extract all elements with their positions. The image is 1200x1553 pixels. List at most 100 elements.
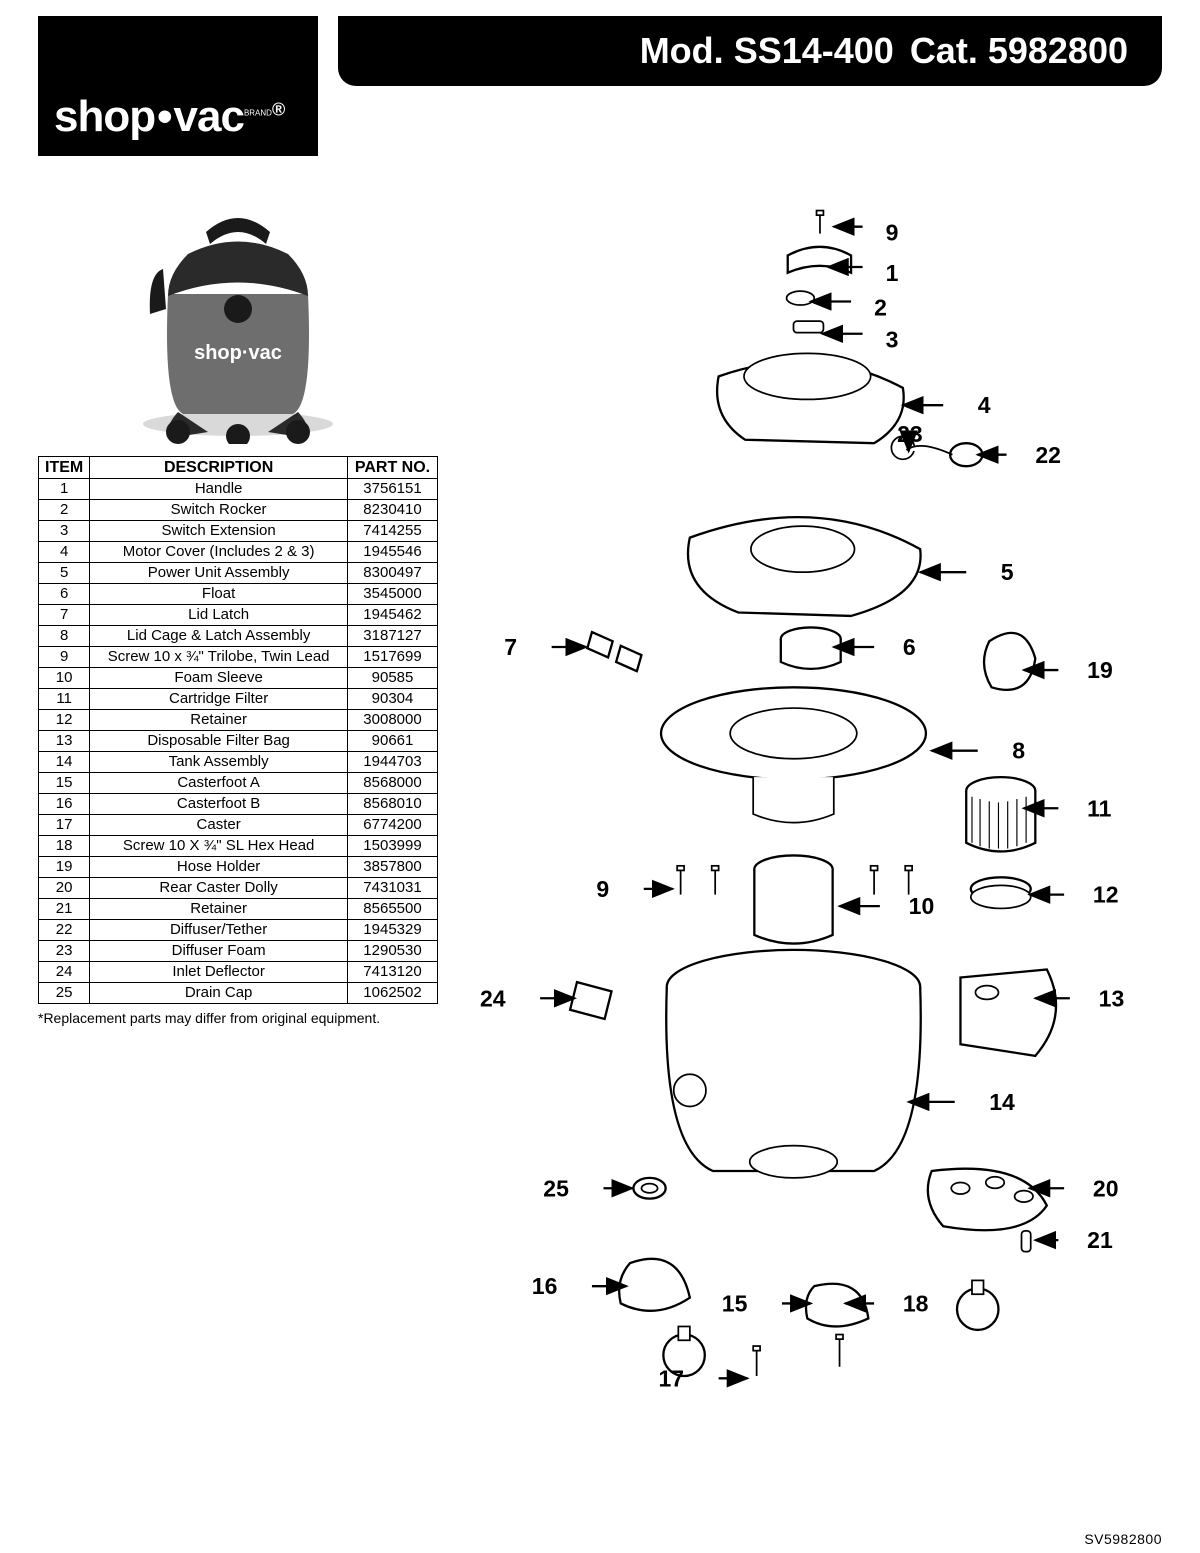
callout-22: 22 bbox=[1035, 442, 1061, 468]
table-row: 19Hose Holder3857800 bbox=[39, 857, 438, 878]
callout-19: 19 bbox=[1087, 657, 1113, 683]
cell-pn: 1945329 bbox=[348, 920, 438, 941]
table-row: 16Casterfoot B8568010 bbox=[39, 794, 438, 815]
cell-item: 22 bbox=[39, 920, 90, 941]
cell-item: 5 bbox=[39, 563, 90, 584]
table-row: 25Drain Cap1062502 bbox=[39, 983, 438, 1004]
brand-logo: shop•vacBRAND® bbox=[38, 16, 318, 156]
table-row: 10Foam Sleeve90585 bbox=[39, 668, 438, 689]
document-code: SV5982800 bbox=[1084, 1531, 1162, 1547]
cell-desc: Hose Holder bbox=[90, 857, 348, 878]
table-row: 4Motor Cover (Includes 2 & 3)1945546 bbox=[39, 542, 438, 563]
cell-desc: Rear Caster Dolly bbox=[90, 878, 348, 899]
cell-item: 20 bbox=[39, 878, 90, 899]
callout-16: 16 bbox=[532, 1273, 558, 1299]
replacement-footnote: *Replacement parts may differ from origi… bbox=[38, 1010, 438, 1026]
cell-pn: 8565500 bbox=[348, 899, 438, 920]
logo-dot: • bbox=[155, 92, 173, 141]
table-row: 2Switch Rocker8230410 bbox=[39, 500, 438, 521]
callout-23: 23 bbox=[897, 421, 923, 447]
exploded-diagram: 9123423225761981191012241314252021161518… bbox=[448, 174, 1162, 1454]
table-row: 6Float3545000 bbox=[39, 584, 438, 605]
cell-pn: 3545000 bbox=[348, 584, 438, 605]
callout-1: 1 bbox=[886, 260, 899, 286]
logo-text-1: shop bbox=[54, 92, 155, 141]
cell-pn: 1503999 bbox=[348, 836, 438, 857]
callout-14: 14 bbox=[989, 1089, 1015, 1115]
cell-item: 8 bbox=[39, 626, 90, 647]
logo-reg: ® bbox=[272, 99, 284, 119]
cell-pn: 6774200 bbox=[348, 815, 438, 836]
callout-13: 13 bbox=[1099, 985, 1125, 1011]
cell-pn: 1944703 bbox=[348, 752, 438, 773]
cell-item: 18 bbox=[39, 836, 90, 857]
table-row: 18Screw 10 X ¾" SL Hex Head1503999 bbox=[39, 836, 438, 857]
table-row: 5Power Unit Assembly8300497 bbox=[39, 563, 438, 584]
cell-item: 3 bbox=[39, 521, 90, 542]
callout-9: 9 bbox=[596, 876, 609, 902]
cell-desc: Inlet Deflector bbox=[90, 962, 348, 983]
cell-desc: Screw 10 x ¾" Trilobe, Twin Lead bbox=[90, 647, 348, 668]
col-pn: PART NO. bbox=[348, 457, 438, 479]
cell-desc: Retainer bbox=[90, 899, 348, 920]
callout-15: 15 bbox=[722, 1290, 748, 1316]
cell-pn: 8568010 bbox=[348, 794, 438, 815]
cell-pn: 8568000 bbox=[348, 773, 438, 794]
table-row: 9Screw 10 x ¾" Trilobe, Twin Lead1517699 bbox=[39, 647, 438, 668]
parts-table: ITEM DESCRIPTION PART NO. 1Handle3756151… bbox=[38, 456, 438, 1004]
table-row: 17Caster6774200 bbox=[39, 815, 438, 836]
table-row: 12Retainer3008000 bbox=[39, 710, 438, 731]
cell-desc: Cartridge Filter bbox=[90, 689, 348, 710]
table-row: 13Disposable Filter Bag90661 bbox=[39, 731, 438, 752]
cell-pn: 1945462 bbox=[348, 605, 438, 626]
cell-desc: Power Unit Assembly bbox=[90, 563, 348, 584]
cell-pn: 1290530 bbox=[348, 941, 438, 962]
cell-item: 24 bbox=[39, 962, 90, 983]
callout-3: 3 bbox=[886, 327, 899, 353]
callout-5: 5 bbox=[1001, 559, 1014, 585]
cell-item: 13 bbox=[39, 731, 90, 752]
table-row: 23Diffuser Foam1290530 bbox=[39, 941, 438, 962]
title-bar: Mod. SS14-400 Cat. 5982800 bbox=[338, 16, 1162, 86]
logo-text-2: vac bbox=[174, 92, 244, 141]
cell-desc: Float bbox=[90, 584, 348, 605]
callout-2: 2 bbox=[874, 294, 887, 320]
photo-logo-text: shop·vac bbox=[194, 342, 282, 364]
cell-desc: Switch Extension bbox=[90, 521, 348, 542]
cell-pn: 1517699 bbox=[348, 647, 438, 668]
cell-desc: Retainer bbox=[90, 710, 348, 731]
product-photo: shop·vac bbox=[88, 174, 388, 444]
callout-4: 4 bbox=[978, 392, 991, 418]
callout-17: 17 bbox=[658, 1365, 684, 1391]
cell-pn: 7413120 bbox=[348, 962, 438, 983]
cell-pn: 90585 bbox=[348, 668, 438, 689]
table-row: 11Cartridge Filter90304 bbox=[39, 689, 438, 710]
logo-brand: BRAND bbox=[244, 108, 272, 117]
callout-8: 8 bbox=[1012, 738, 1025, 764]
callout-24: 24 bbox=[480, 985, 506, 1011]
cell-pn: 3857800 bbox=[348, 857, 438, 878]
cell-pn: 1945546 bbox=[348, 542, 438, 563]
cell-item: 17 bbox=[39, 815, 90, 836]
table-row: 22Diffuser/Tether1945329 bbox=[39, 920, 438, 941]
header: shop•vacBRAND® Mod. SS14-400 Cat. 598280… bbox=[38, 16, 1162, 156]
cell-item: 21 bbox=[39, 899, 90, 920]
cell-desc: Casterfoot B bbox=[90, 794, 348, 815]
table-row: 21Retainer8565500 bbox=[39, 899, 438, 920]
cell-item: 4 bbox=[39, 542, 90, 563]
mod-value: SS14-400 bbox=[734, 30, 894, 72]
cell-pn: 8300497 bbox=[348, 563, 438, 584]
col-desc: DESCRIPTION bbox=[90, 457, 348, 479]
table-row: 3Switch Extension7414255 bbox=[39, 521, 438, 542]
cell-desc: Casterfoot A bbox=[90, 773, 348, 794]
callout-21: 21 bbox=[1087, 1227, 1113, 1253]
cell-desc: Switch Rocker bbox=[90, 500, 348, 521]
cell-pn: 7431031 bbox=[348, 878, 438, 899]
cell-item: 2 bbox=[39, 500, 90, 521]
cell-pn: 1062502 bbox=[348, 983, 438, 1004]
cell-pn: 90304 bbox=[348, 689, 438, 710]
callout-20: 20 bbox=[1093, 1175, 1119, 1201]
cell-item: 6 bbox=[39, 584, 90, 605]
cell-pn: 90661 bbox=[348, 731, 438, 752]
cell-desc: Diffuser/Tether bbox=[90, 920, 348, 941]
